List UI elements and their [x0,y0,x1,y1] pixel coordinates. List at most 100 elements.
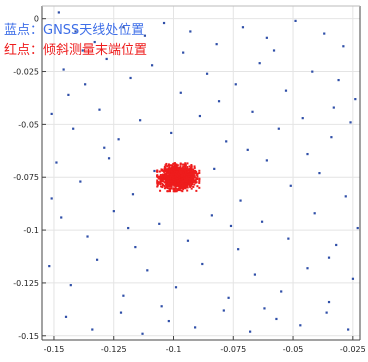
red-point [164,170,167,173]
red-point [188,182,191,185]
red-point [169,175,172,178]
red-point [174,164,177,167]
red-point [195,181,198,184]
red-point [198,181,201,184]
blue-point [74,30,77,33]
red-point [194,170,197,173]
red-point [183,177,186,180]
red-point [164,183,167,186]
red-point [180,174,183,177]
red-point [196,172,199,175]
red-point [179,167,182,170]
red-point [164,173,167,176]
red-point [181,184,184,187]
red-point [192,173,195,176]
red-point [171,177,174,180]
red-point [182,188,185,191]
blue-point [351,277,355,280]
blue-point [330,136,333,139]
blue-point [141,332,144,335]
red-point [160,178,163,181]
red-point [192,185,195,188]
blue-point [150,64,154,67]
red-point [185,182,188,185]
blue-point [287,237,290,240]
blue-point [306,267,309,270]
red-point [178,188,181,191]
blue-point [263,307,266,310]
blue-point [284,89,288,92]
y-tick-label: -0.075 [13,173,39,182]
blue-point [84,83,87,86]
blue-point [327,256,331,259]
blue-point [129,76,132,80]
red-point [172,162,175,165]
red-point [189,169,192,172]
red-point [156,184,159,187]
red-point [170,180,173,183]
blue-point [103,146,106,149]
red-point [161,184,164,187]
x-tick-label: -0.125 [101,345,127,354]
blue-point [294,19,297,22]
red-point [167,163,170,166]
red-point [184,185,187,188]
blue-point [253,273,256,276]
blue-point [323,32,326,35]
red-point [193,169,196,172]
red-point [183,168,186,171]
blue-point [306,152,309,156]
y-tick-label: -0.1 [23,226,39,235]
red-point [194,181,197,184]
red-point [180,168,183,171]
red-point [165,162,168,165]
red-point [167,167,170,170]
red-point [193,183,196,186]
red-point [169,181,172,184]
blue-point [280,290,283,293]
blue-point [170,131,173,135]
red-point [180,186,183,189]
red-point [162,178,165,181]
red-point [186,180,189,183]
blue-point [122,26,125,29]
red-point [162,180,165,183]
red-point [173,180,176,183]
red-point [188,165,191,168]
red-point [170,175,173,178]
red-point [180,170,183,173]
blue-point [354,98,357,101]
red-point [159,189,162,192]
red-point [182,186,185,189]
red-point [172,166,175,169]
red-point [168,187,171,190]
red-point [168,166,171,169]
red-point [175,190,178,193]
y-tick-label: -0.025 [13,68,39,77]
red-point [180,189,183,192]
blue-point [222,309,225,312]
blue-point [60,216,63,219]
red-point [170,187,173,190]
blue-point [265,36,268,39]
red-point [160,185,163,188]
red-point [188,178,191,181]
red-point [172,187,175,190]
red-point [178,168,181,171]
blue-point [344,195,347,198]
blue-point [313,212,316,215]
red-point [171,182,174,185]
blue-point [62,68,65,71]
red-point [176,175,179,178]
red-point [182,172,185,175]
red-point [179,176,182,179]
red-point [179,175,182,178]
blue-point [318,172,321,175]
red-point [167,185,170,188]
red-point [175,177,178,180]
blue-point [174,286,178,289]
red-point [185,185,188,188]
red-point [176,180,179,183]
blue-point [249,330,252,333]
